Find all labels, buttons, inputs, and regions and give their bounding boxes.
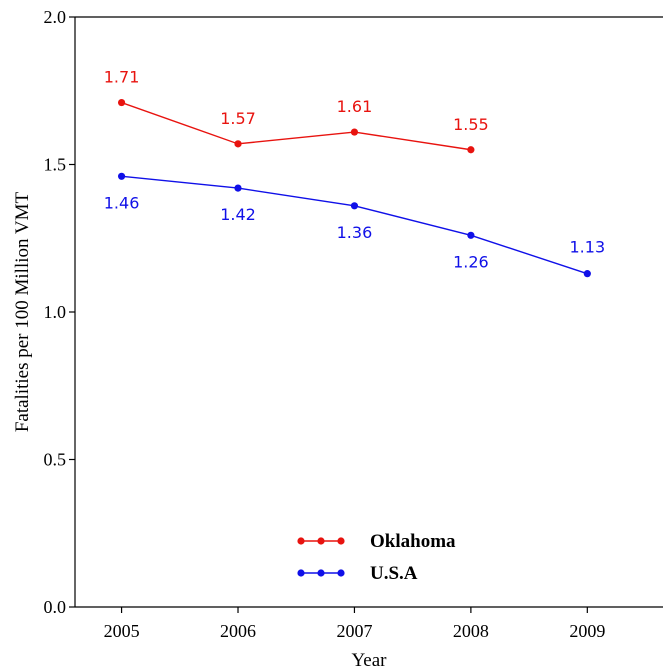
data-label: 1.71 [104, 68, 140, 87]
data-label: 1.46 [104, 193, 140, 212]
data-point [467, 146, 475, 154]
legend-swatch-point [297, 537, 305, 545]
legend-item: U.S.A [297, 563, 418, 584]
data-label: 1.61 [337, 97, 373, 116]
legend-label: U.S.A [370, 563, 418, 584]
x-axis-label: Year [351, 650, 387, 671]
y-tick-label: 1.5 [44, 155, 67, 175]
legend-swatch-point [337, 537, 345, 545]
y-tick-label: 0.5 [44, 450, 67, 470]
legend-label: Oklahoma [370, 531, 456, 552]
data-label: 1.42 [220, 205, 256, 224]
data-point [350, 202, 359, 210]
data-point [234, 184, 242, 192]
data-label: 1.57 [220, 109, 256, 128]
series-line [121, 101, 471, 151]
data-label: 1.26 [453, 252, 489, 271]
series-oklahoma: 1.71 1.57 1.61 1.55 [104, 68, 489, 154]
legend-swatch-point [317, 537, 325, 545]
series-layer: 1.71 1.57 1.61 1.55 1.46 1.42 1.36 1.26 1.13 [104, 68, 605, 278]
data-point [467, 231, 475, 239]
data-point [117, 172, 126, 180]
data-label: 1.55 [453, 115, 489, 134]
legend-swatch-point [337, 569, 345, 577]
y-axis-ticks: 0.0 0.5 1.0 1.5 2.0 [44, 7, 75, 617]
data-label: 1.36 [337, 223, 373, 242]
x-tick-label: 2006 [220, 621, 256, 641]
legend-swatch-point [297, 569, 305, 577]
legend-swatch-point [317, 569, 325, 577]
x-tick-label: 2005 [104, 621, 140, 641]
data-label: 1.13 [570, 238, 606, 257]
data-point [234, 140, 242, 148]
y-tick-label: 1.0 [44, 302, 67, 322]
y-tick-label: 0.0 [44, 597, 67, 617]
x-axis-ticks: 2005 2006 2007 2008 2009 [104, 607, 605, 641]
legend: Oklahoma U.S.A [297, 531, 456, 584]
data-point [350, 128, 359, 136]
y-axis-label: Fatalities per 100 Million VMT [12, 191, 33, 432]
legend-item: Oklahoma [297, 531, 456, 552]
y-tick-label: 2.0 [44, 7, 67, 27]
x-tick-label: 2007 [336, 621, 372, 641]
data-point [117, 98, 126, 107]
series-u-s-a: 1.46 1.42 1.36 1.26 1.13 [104, 172, 606, 278]
x-tick-label: 2009 [569, 621, 605, 641]
x-tick-label: 2008 [453, 621, 489, 641]
data-point [583, 270, 591, 278]
